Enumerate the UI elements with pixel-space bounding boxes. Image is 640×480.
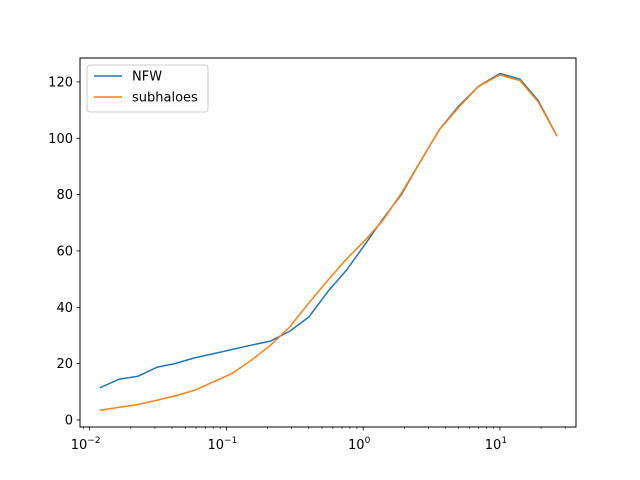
series-line-subhaloes [99, 74, 558, 411]
x-tick-label: 101 [485, 436, 507, 453]
y-tick-label: 100 [48, 132, 73, 147]
x-tick-label: 10−1 [207, 436, 237, 453]
y-tick-label: 0 [65, 413, 73, 428]
legend: NFW subhaloes [86, 64, 209, 113]
series-layer [99, 72, 558, 411]
y-tick-label: 120 [48, 75, 73, 90]
y-tick-label: 60 [56, 244, 73, 259]
x-tick-label: 100 [348, 436, 371, 453]
x-tick-label: 10−2 [71, 436, 101, 453]
legend-label-subhaloes: subhaloes [132, 91, 198, 106]
y-tick-label: 40 [56, 301, 73, 316]
y-tick-label: 20 [56, 357, 73, 372]
legend-label-nfw: NFW [132, 70, 162, 85]
axes-frame [79, 57, 577, 428]
ticks-layer: 0 20 40 60 80 100 120 10−2 10−1 100 101 [48, 75, 566, 453]
y-tick-label: 80 [56, 188, 73, 203]
